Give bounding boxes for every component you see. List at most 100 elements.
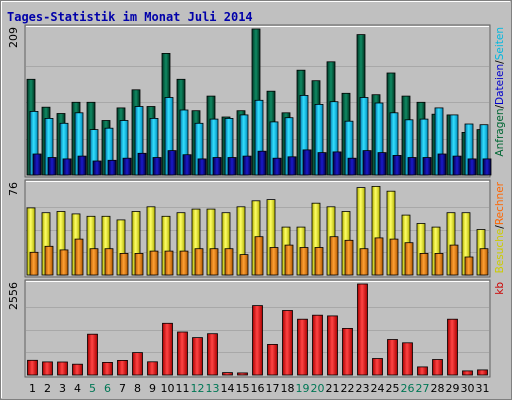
bar-kb-day-27 <box>417 366 428 376</box>
panel-middle: 76 Besuche/Rechner <box>7 179 506 278</box>
bar-rechner-day-10 <box>164 250 174 276</box>
bar-seiten-day-10 <box>167 150 177 176</box>
bar-rechner-day-17 <box>269 247 279 276</box>
x-tick-day-20: 20 <box>311 382 325 395</box>
x-tick-day-6: 6 <box>104 382 111 395</box>
y-max-label-bottom: 2556 <box>7 282 20 310</box>
bar-rechner-day-23 <box>359 248 369 276</box>
panel-bottom: 2556 kb <box>7 279 506 378</box>
bar-rechner-day-7 <box>119 252 129 276</box>
bar-rechner-day-31 <box>479 248 489 276</box>
x-tick-day-1: 1 <box>29 382 36 395</box>
x-tick-day-22: 22 <box>341 382 355 395</box>
bar-seiten-day-25 <box>392 154 402 176</box>
bar-rechner-day-18 <box>284 244 294 276</box>
bar-kb-day-20 <box>312 314 323 376</box>
bar-kb-day-25 <box>387 339 398 376</box>
bar-rechner-day-19 <box>299 247 309 276</box>
bar-seiten-day-14 <box>227 157 237 176</box>
x-tick-day-3: 3 <box>59 382 66 395</box>
bar-kb-day-1 <box>27 359 38 376</box>
x-tick-day-25: 25 <box>386 382 400 395</box>
x-tick-day-2: 2 <box>44 382 51 395</box>
x-tick-day-28: 28 <box>431 382 445 395</box>
chart-title: Tages-Statistik im Monat Juli 2014 <box>7 10 253 24</box>
bar-seiten-day-4 <box>77 155 87 176</box>
bar-seiten-day-26 <box>407 157 417 176</box>
bar-seiten-day-12 <box>197 158 207 176</box>
bar-seiten-day-17 <box>272 157 282 176</box>
bar-rechner-day-16 <box>254 236 264 276</box>
bar-rechner-day-29 <box>449 244 459 276</box>
bar-kb-day-29 <box>447 318 458 376</box>
bar-seiten-day-9 <box>152 157 162 176</box>
bar-seiten-day-18 <box>287 156 297 176</box>
label-separator: / <box>494 60 506 64</box>
bar-seiten-day-20 <box>317 152 327 176</box>
bar-rechner-day-14 <box>224 248 234 276</box>
bar-rechner-day-6 <box>104 248 114 276</box>
bar-seiten-day-22 <box>347 157 357 176</box>
bar-seiten-day-28 <box>437 153 447 176</box>
x-tick-day-31: 31 <box>476 382 490 395</box>
bar-seiten-day-13 <box>212 157 222 176</box>
x-tick-day-21: 21 <box>326 382 340 395</box>
bar-rechner-day-15 <box>239 254 249 276</box>
label-separator: / <box>494 105 506 109</box>
bar-kb-day-16 <box>252 305 263 376</box>
series-kb <box>27 283 488 376</box>
x-tick-day-7: 7 <box>119 382 126 395</box>
series-label-besuche: Besuche <box>494 229 506 274</box>
x-tick-day-27: 27 <box>416 382 430 395</box>
series-dateien <box>29 95 489 176</box>
bar-kb-day-9 <box>147 361 158 376</box>
bar-kb-day-31 <box>477 369 488 376</box>
bar-seiten-day-30 <box>467 158 477 176</box>
bar-kb-day-8 <box>132 352 143 376</box>
bar-rechner-day-12 <box>194 248 204 276</box>
bar-seiten-day-23 <box>362 150 372 176</box>
bar-rechner-day-5 <box>89 248 99 276</box>
x-tick-day-17: 17 <box>266 382 280 395</box>
series-seiten <box>32 149 492 176</box>
bar-kb-day-7 <box>117 359 128 376</box>
bar-kb-day-15 <box>237 372 248 376</box>
y-max-label-top: 209 <box>7 27 20 48</box>
x-tick-day-14: 14 <box>221 382 235 395</box>
bar-kb-day-5 <box>87 333 98 376</box>
x-tick-day-10: 10 <box>161 382 175 395</box>
bar-rechner-day-22 <box>344 239 354 276</box>
bar-rechner-day-9 <box>149 250 159 276</box>
bar-rechner-day-27 <box>419 252 429 276</box>
bar-kb-day-21 <box>327 315 338 376</box>
series-label-kb: kb <box>494 282 506 295</box>
bar-seiten-day-21 <box>332 151 342 176</box>
x-tick-day-8: 8 <box>134 382 141 395</box>
series-label-rechner: Rechner <box>494 181 506 225</box>
x-tick-day-4: 4 <box>74 382 81 395</box>
bar-seiten-day-27 <box>422 157 432 176</box>
bar-rechner-day-13 <box>209 248 219 276</box>
series-label-dateien: Dateien <box>494 64 506 105</box>
bar-kb-day-2 <box>42 361 53 376</box>
x-tick-day-5: 5 <box>89 382 96 395</box>
x-tick-day-29: 29 <box>446 382 460 395</box>
x-tick-day-11: 11 <box>176 382 190 395</box>
bar-rechner-day-21 <box>329 236 339 276</box>
x-tick-day-12: 12 <box>191 382 205 395</box>
bar-kb-day-11 <box>177 331 188 376</box>
bar-kb-day-24 <box>372 358 383 376</box>
label-separator: / <box>494 225 506 229</box>
bar-seiten-day-15 <box>242 155 252 176</box>
bar-rechner-day-4 <box>74 238 84 276</box>
bar-kb-day-28 <box>432 359 443 376</box>
bar-rechner-day-28 <box>434 252 444 276</box>
chart-panels: 209Anfragen/Dateien/Seiten76Besuche/Rech… <box>7 24 506 378</box>
bar-seiten-day-2 <box>47 157 57 176</box>
bar-kb-day-3 <box>57 361 68 376</box>
bar-kb-day-10 <box>162 322 173 376</box>
bar-kb-day-18 <box>282 310 293 376</box>
x-tick-day-18: 18 <box>281 382 295 395</box>
bar-seiten-day-29 <box>452 155 462 176</box>
